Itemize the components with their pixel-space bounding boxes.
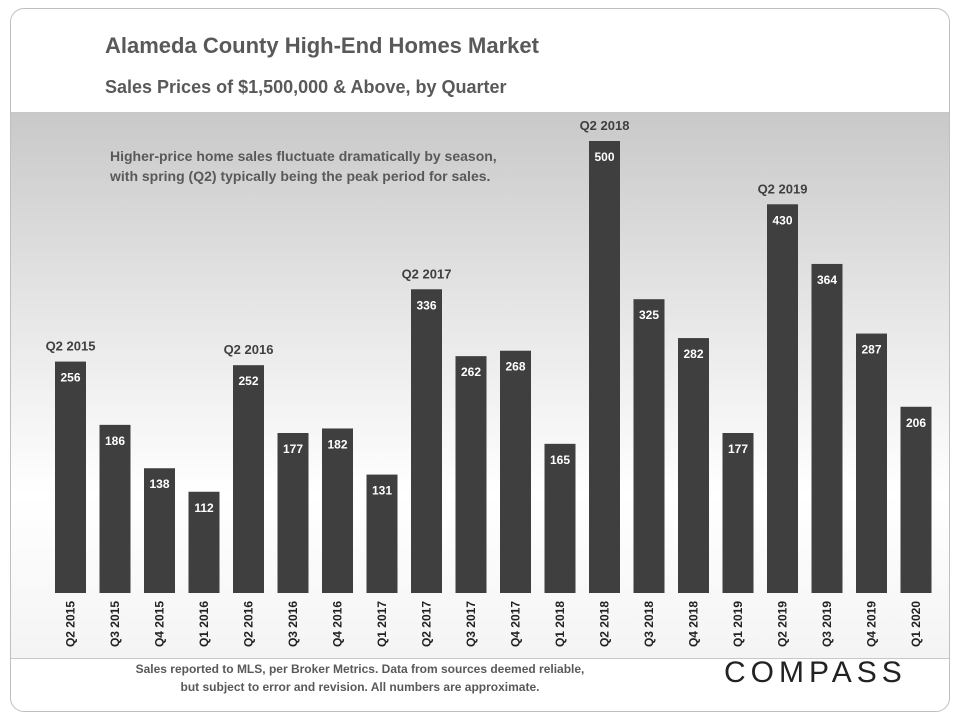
bar-q3-2018: [633, 299, 665, 593]
value-label: 364: [817, 273, 837, 287]
x-tick-label: Q1 2020: [909, 601, 923, 647]
x-tick-label: Q2 2019: [776, 601, 790, 647]
peak-label: Q2 2017: [402, 266, 452, 281]
bar-q3-2017: [455, 356, 487, 593]
x-tick-label: Q3 2016: [286, 601, 300, 647]
x-tick-label: Q4 2017: [509, 601, 523, 647]
compass-logo: COMPASS: [724, 656, 907, 689]
x-tick-label: Q1 2017: [375, 601, 389, 647]
value-label: 165: [550, 453, 570, 467]
bar-q3-2019: [811, 263, 843, 593]
value-labels-group: 256 186 138 112 252 177 182 131 336 262 268 165 500 3…: [60, 150, 926, 515]
bar-q3-2016: [277, 432, 309, 593]
value-label: 282: [683, 347, 703, 361]
x-tick-label: Q1 2018: [553, 601, 567, 647]
value-label: 336: [416, 298, 436, 312]
x-tick-label: Q2 2018: [598, 601, 612, 647]
peak-label: Q2 2018: [580, 118, 630, 133]
x-tick-label: Q3 2018: [642, 601, 656, 647]
peak-label: Q2 2015: [46, 339, 96, 354]
bar-q4-2018: [678, 338, 709, 593]
chart-annotation: Higher-price home sales fluctuate dramat…: [110, 146, 530, 186]
footnote-line-2: but subject to error and revision. All n…: [180, 680, 540, 694]
x-tick-label: Q2 2016: [242, 601, 256, 647]
x-tick-label: Q4 2019: [865, 601, 879, 647]
bars-group: [55, 141, 932, 593]
bar-q4-2017: [500, 350, 531, 593]
value-label: 268: [505, 360, 525, 374]
value-label: 206: [906, 416, 926, 430]
x-tick-label: Q1 2019: [731, 601, 745, 647]
bar-q2-2016: [233, 365, 264, 593]
value-label: 262: [461, 365, 481, 379]
bar-q1-2018: [544, 443, 576, 593]
peak-label: Q2 2019: [758, 181, 808, 196]
value-label: 138: [149, 477, 169, 491]
chart-subtitle: Sales Prices of $1,500,000 & Above, by Q…: [105, 77, 507, 97]
value-label: 500: [594, 150, 614, 164]
bar-q4-2019: [856, 333, 887, 593]
bar-q1-2016: [188, 491, 220, 593]
value-label: 177: [728, 442, 748, 456]
footer-divider: [11, 658, 949, 659]
source-footnote: Sales reported to MLS, per Broker Metric…: [120, 660, 600, 696]
value-label: 325: [639, 308, 659, 322]
bar-q1-2017: [366, 474, 398, 593]
bar-q2-2019: [767, 204, 798, 593]
value-label: 256: [60, 371, 80, 385]
bar-q3-2015: [99, 424, 131, 593]
x-tick-label: Q4 2018: [687, 601, 701, 647]
value-label: 131: [372, 484, 392, 498]
value-label: 252: [238, 374, 258, 388]
x-tick-label: Q3 2015: [108, 601, 122, 647]
value-label: 112: [194, 501, 214, 515]
x-tick-label: Q4 2015: [153, 601, 167, 647]
value-label: 430: [772, 213, 792, 227]
value-label: 182: [327, 437, 347, 451]
value-label: 177: [283, 442, 303, 456]
bar-q1-2019: [722, 432, 754, 593]
x-tick-labels-group: Q2 2015 Q3 2015 Q4 2015 Q1 2016 Q2 2016 Q3 20…: [64, 601, 924, 647]
peak-labels-group: Q2 2015 Q2 2016 Q2 2017 Q2 2018 Q2 2019: [46, 118, 808, 357]
chart-title: Alameda County High-End Homes Market: [105, 33, 539, 58]
bar-q4-2015: [144, 468, 175, 593]
annotation-line-2: with spring (Q2) typically being the pea…: [110, 168, 491, 184]
x-tick-label: Q4 2016: [331, 601, 345, 647]
x-tick-label: Q1 2016: [197, 601, 211, 647]
bar-q2-2017: [411, 289, 442, 593]
header-divider: [11, 112, 949, 113]
bar-q4-2016: [322, 428, 353, 593]
bar-q2-2015: [55, 361, 86, 593]
bar-q2-2018: [589, 141, 620, 593]
bar-q1-2020: [900, 406, 932, 593]
peak-label: Q2 2016: [224, 342, 274, 357]
x-tick-label: Q2 2017: [420, 601, 434, 647]
x-tick-label: Q3 2019: [820, 601, 834, 647]
annotation-line-1: Higher-price home sales fluctuate dramat…: [110, 148, 497, 164]
x-tick-label: Q2 2015: [64, 601, 78, 647]
x-tick-label: Q3 2017: [464, 601, 478, 647]
footnote-line-1: Sales reported to MLS, per Broker Metric…: [135, 662, 585, 676]
value-label: 287: [861, 343, 881, 357]
value-label: 186: [105, 434, 125, 448]
